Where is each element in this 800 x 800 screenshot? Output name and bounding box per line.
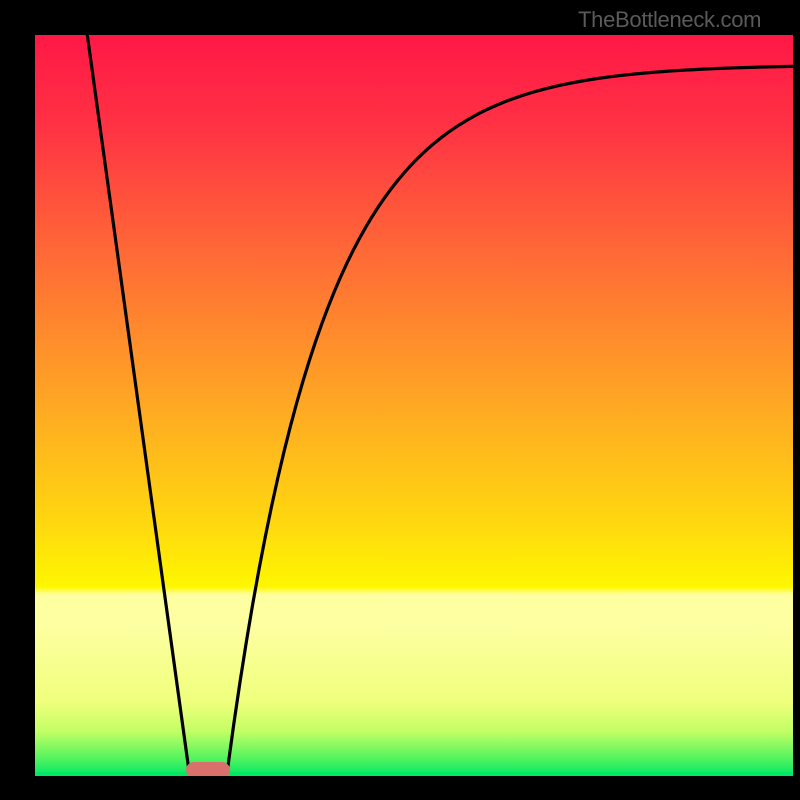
chart-container: TheBottleneck.com (0, 0, 800, 800)
minimum-marker (186, 762, 230, 776)
watermark-text: TheBottleneck.com (578, 7, 761, 33)
curves-layer (35, 35, 793, 776)
plot-area (35, 35, 793, 776)
